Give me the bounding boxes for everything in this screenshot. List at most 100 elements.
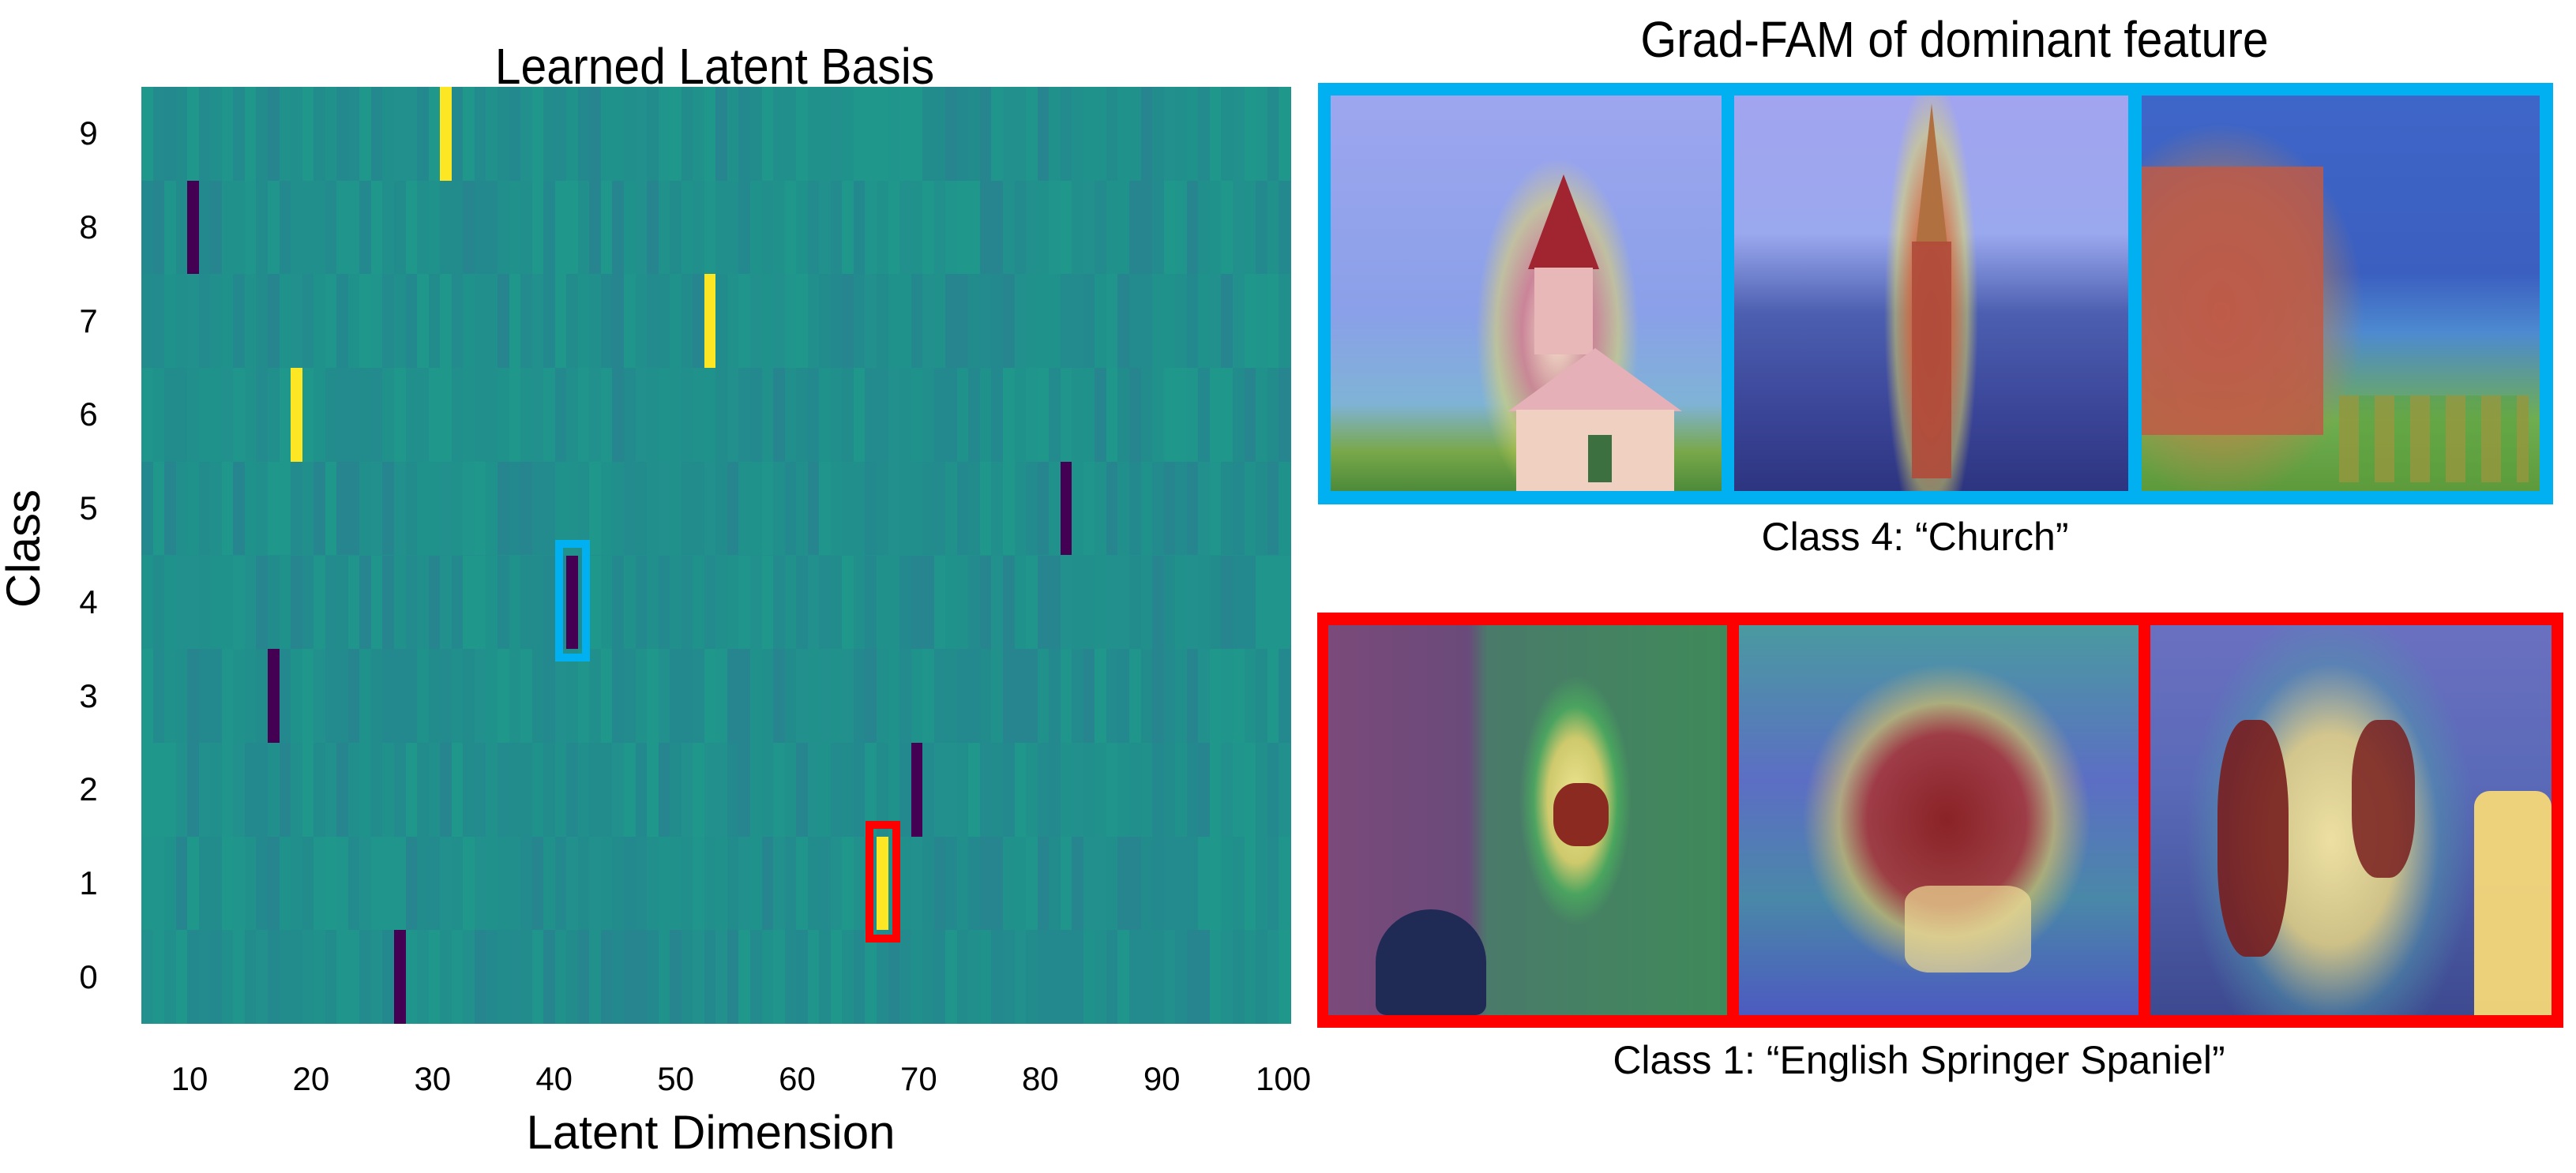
heatmap-cell	[1256, 368, 1267, 462]
heatmap-cell	[325, 180, 337, 275]
heatmap-cell	[922, 368, 934, 462]
heatmap-cell	[577, 649, 590, 743]
heatmap-cell	[899, 461, 911, 556]
heatmap-cell	[991, 461, 1004, 556]
heatmap-cell	[451, 742, 464, 837]
heatmap-cell	[1163, 368, 1176, 462]
heatmap-cell	[1026, 555, 1038, 650]
heatmap-cell	[152, 555, 165, 650]
heatmap-cell	[256, 461, 268, 556]
heatmap-cell	[819, 836, 831, 931]
heatmap-cell	[1060, 274, 1072, 369]
heatmap-cell	[325, 555, 337, 650]
heatmap-cell	[670, 87, 682, 181]
heatmap-cell	[830, 180, 843, 275]
heatmap-cell	[1244, 836, 1256, 931]
dominant-feature-cell	[440, 87, 452, 181]
heatmap-cell	[520, 930, 532, 1024]
dominant-feature-cell	[566, 555, 578, 650]
heatmap-cell	[749, 461, 762, 556]
heatmap-cell	[486, 180, 498, 275]
heatmap-cell	[681, 930, 693, 1024]
church-body	[1508, 348, 1682, 411]
heatmap-cell	[842, 180, 854, 275]
heatmap-cell	[933, 930, 946, 1024]
church-image-1	[1331, 96, 1722, 491]
heatmap-cell	[1232, 274, 1245, 369]
x-axis-label: Latent Dimension	[526, 1106, 896, 1159]
heatmap-cell	[1049, 836, 1061, 931]
heatmap-cell	[956, 930, 969, 1024]
heatmap-cell	[175, 87, 188, 181]
heatmap-cell	[451, 555, 464, 650]
heatmap-cell	[1072, 742, 1083, 837]
heatmap-cell	[210, 555, 222, 650]
heatmap-cell	[853, 742, 866, 837]
heatmap-cell	[1095, 180, 1106, 275]
heatmap-cell	[233, 87, 245, 181]
heatmap-cell	[520, 742, 532, 837]
heatmap-cell	[1095, 274, 1106, 369]
heatmap-cell	[979, 742, 992, 837]
heatmap-row-class-5	[141, 461, 1291, 556]
heatmap-cell	[1072, 649, 1083, 743]
heatmap-cell	[291, 742, 302, 837]
heatmap-cell	[1232, 180, 1245, 275]
heatmap-cell	[509, 180, 521, 275]
heatmap-cell	[727, 461, 739, 556]
heatmap-cell	[1232, 930, 1245, 1024]
heatmap-cell	[279, 836, 291, 931]
heatmap-cell	[1003, 742, 1015, 837]
heatmap-cell	[256, 555, 268, 650]
y-tick-label: 6	[79, 395, 98, 433]
dominant-feature-cell	[291, 368, 302, 462]
heatmap-cell	[1129, 274, 1141, 369]
heatmap-cell	[773, 742, 785, 837]
x-tick-label: 10	[171, 1060, 208, 1097]
heatmap-cell	[1083, 461, 1095, 556]
heatmap-cell	[382, 461, 395, 556]
heatmap-cell	[1256, 274, 1267, 369]
heatmap-cell	[1014, 461, 1027, 556]
heatmap-cell	[1129, 368, 1141, 462]
heatmap-cell	[302, 742, 314, 837]
heatmap-cell	[141, 836, 153, 931]
heatmap-cell	[256, 836, 268, 931]
heatmap-cell	[382, 274, 395, 369]
heatmap-row-class-7	[141, 274, 1291, 369]
y-axis-label-text: Class	[0, 489, 50, 608]
heatmap-cell	[141, 555, 153, 650]
heatmap-cell	[359, 368, 371, 462]
heatmap-cell	[347, 87, 360, 181]
heatmap-cell	[612, 87, 624, 181]
heatmap-cell	[359, 461, 371, 556]
heatmap-cell	[474, 180, 486, 275]
heatmap-cell	[417, 649, 429, 743]
heatmap-cell	[382, 930, 395, 1024]
heatmap-cell	[451, 180, 464, 275]
heatmap-cell	[1198, 649, 1210, 743]
highlight-box-class-4	[554, 539, 591, 662]
heatmap-cell	[440, 180, 452, 275]
heatmap-cell	[1209, 742, 1222, 837]
heatmap-cell	[405, 649, 418, 743]
heatmap-cell	[749, 368, 762, 462]
heatmap-cell	[1244, 87, 1256, 181]
heatmap-cell	[1209, 87, 1222, 181]
heatmap-cell	[382, 87, 395, 181]
heatmap-cell	[1095, 461, 1106, 556]
heatmap-cell	[670, 368, 682, 462]
heatmap-cell	[141, 930, 153, 1024]
heatmap-cell	[1083, 368, 1095, 462]
heatmap-cell	[670, 180, 682, 275]
heatmap-cell	[1152, 649, 1164, 743]
heatmap-cell	[968, 180, 980, 275]
heatmap-cell	[773, 87, 785, 181]
heatmap-cell	[589, 368, 601, 462]
dominant-feature-cell	[268, 649, 280, 743]
heatmap-cell	[1003, 649, 1015, 743]
heatmap-cell	[1256, 649, 1267, 743]
heatmap-cell	[830, 836, 843, 931]
heatmap-cell	[899, 555, 911, 650]
heatmap-cell	[589, 461, 601, 556]
